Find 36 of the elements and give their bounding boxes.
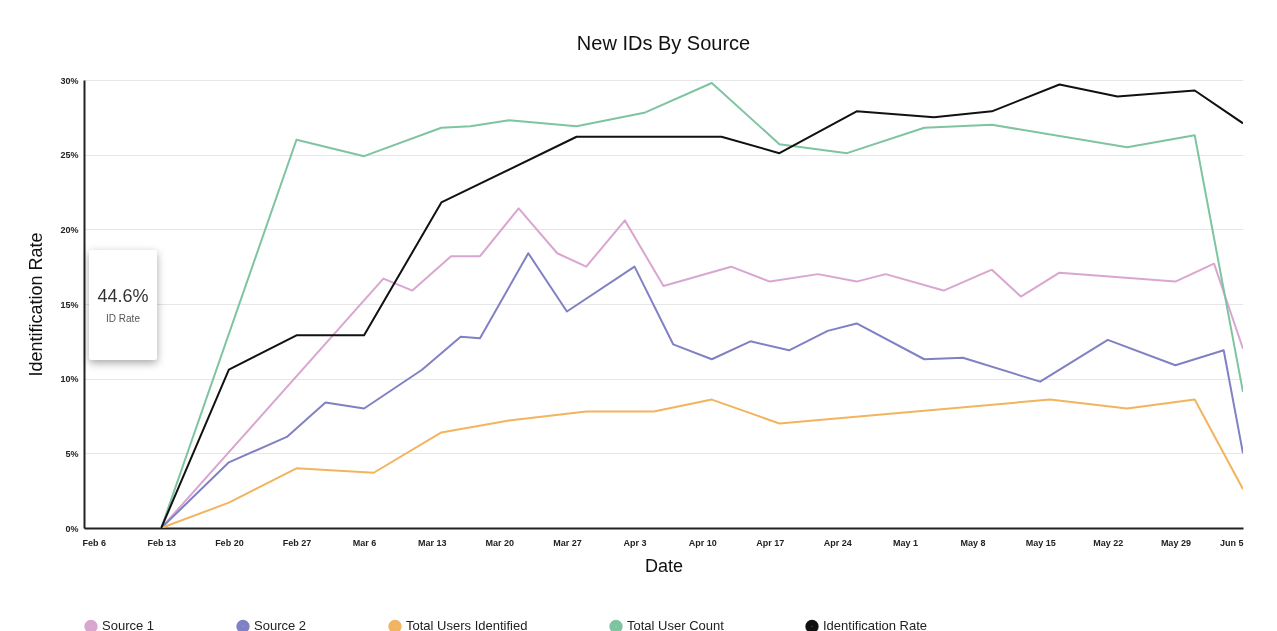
y-tick-label: 25%	[60, 150, 79, 161]
x-tick-label: Feb 27	[282, 537, 312, 548]
x-tick-label: Apr 17	[756, 537, 785, 548]
x-tick-label: Feb 20	[215, 537, 244, 548]
y-tick-label: 20%	[60, 224, 79, 235]
y-tick-label: 15%	[60, 299, 79, 310]
y-tick-label: 30%	[60, 75, 79, 86]
x-tick-label: Mar 20	[485, 537, 515, 548]
legend-label: Source 2	[254, 618, 307, 631]
legend-label: Total Users Identified	[406, 618, 528, 631]
x-tick-label: May 22	[1093, 537, 1124, 548]
stat-card: 44.6% ID Rate	[89, 250, 157, 360]
y-axis-title: Identification Rate	[26, 232, 47, 377]
y-tick-label: 0%	[65, 523, 79, 534]
x-axis-title: Date	[644, 555, 684, 576]
legend-label: Source 1	[102, 618, 155, 631]
x-tick-label: May 15	[1025, 537, 1056, 548]
x-tick-label: Apr 24	[823, 537, 852, 548]
x-tick-label: May 8	[960, 537, 986, 548]
x-tick-label: Apr 10	[688, 537, 717, 548]
x-tick-label: May 29	[1160, 537, 1191, 548]
chart-title: New IDs By Source	[576, 32, 751, 54]
x-tick-label: Mar 6	[352, 537, 377, 548]
x-tick-label: Jun 5	[1219, 537, 1244, 548]
x-tick-label: Feb 6	[82, 537, 106, 548]
x-tick-label: Mar 27	[553, 537, 582, 548]
x-tick-label: Feb 13	[147, 537, 177, 548]
y-tick-label: 10%	[60, 374, 79, 385]
annotation: 44.6%	[96, 286, 150, 307]
legend-label: Identification Rate	[823, 618, 928, 631]
legend-label: Total User Count	[627, 618, 725, 631]
annotation: ID Rate	[105, 313, 141, 324]
x-tick-label: Apr 3	[623, 537, 647, 548]
x-tick-label: Mar 13	[417, 537, 447, 548]
y-tick-label: 5%	[65, 448, 79, 459]
x-tick-label: May 1	[892, 537, 918, 548]
